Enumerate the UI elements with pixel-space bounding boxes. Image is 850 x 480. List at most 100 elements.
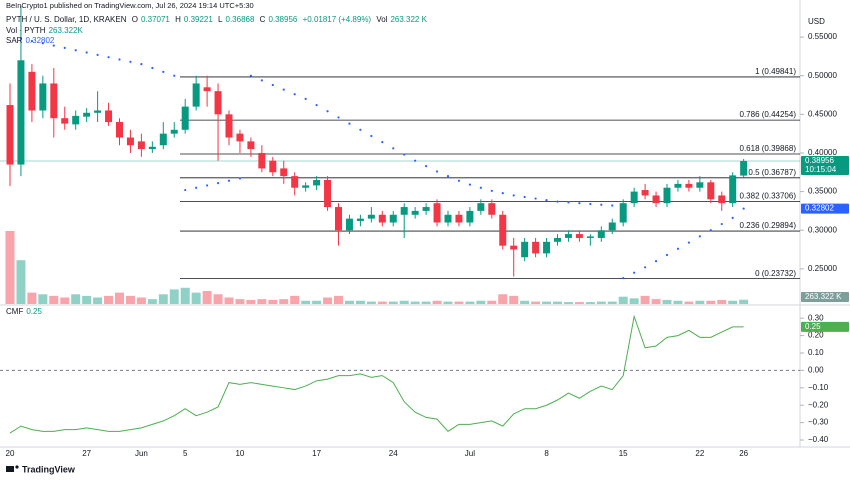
volume-bar [377, 301, 387, 304]
sar-dot [249, 74, 252, 77]
sar-dot [720, 222, 723, 226]
candle-body [674, 183, 682, 188]
sar-dot [392, 147, 395, 150]
y-tick-label: 0.45000 [808, 109, 837, 118]
volume-bar [662, 299, 672, 304]
candle-body [61, 118, 69, 124]
sar-dot [107, 56, 110, 59]
candle-body [619, 203, 627, 223]
candle-body [564, 234, 572, 238]
volume-bar [585, 302, 595, 304]
y-tick-label: 0.10 [808, 348, 824, 357]
candle-body [269, 160, 277, 173]
candle-body [400, 207, 408, 215]
fib-label: 0.786 (0.44254) [740, 110, 797, 119]
sar-dot [304, 97, 307, 100]
x-tick-label: 8 [544, 449, 549, 458]
candle-body [718, 195, 726, 204]
volume-bar [115, 292, 124, 304]
candle-body [17, 60, 25, 165]
sar-dot [446, 175, 450, 178]
low-value: 0.36868 [225, 15, 255, 24]
volume-legend: Vol · PYTH 263.322K [6, 26, 86, 35]
y-tick-label: 0.55000 [808, 32, 837, 41]
candle-body [181, 106, 189, 130]
candle-body [641, 190, 649, 196]
x-tick-label: 15 [619, 449, 628, 458]
candle-body [335, 207, 342, 231]
volume-bar [454, 301, 464, 304]
y-tick-label: 0.50000 [808, 71, 837, 80]
x-tick-label: Jun [135, 449, 148, 458]
y-tick-label: 0.30 [808, 313, 824, 322]
brand-logo [15, 465, 19, 469]
x-tick-label: Jul [465, 449, 475, 458]
candle-body [477, 203, 485, 211]
sar-dot [665, 253, 669, 257]
sar-dot [238, 177, 242, 180]
x-tick-label: 17 [312, 449, 321, 458]
volume-bar [651, 299, 661, 304]
candle-body [630, 191, 638, 204]
candle-body [608, 222, 616, 231]
candle-body [652, 195, 660, 204]
candle-body [422, 207, 430, 211]
candle-body [378, 214, 386, 223]
volume-bar [180, 287, 190, 304]
candle-body [225, 114, 233, 138]
candle-body [543, 241, 551, 254]
y-tick-label: −0.10 [808, 383, 829, 392]
candle-body [126, 137, 134, 146]
sar-dot [63, 46, 66, 49]
sar-dot [41, 42, 44, 45]
change: +0.01817 (+4.89%) [302, 15, 372, 24]
volume-bar [366, 301, 376, 304]
volume-bar [399, 300, 409, 304]
x-tick-label: 27 [82, 449, 91, 458]
countdown: 10:15:04 [805, 165, 837, 174]
volume-bar [5, 231, 15, 304]
volume-bar [618, 296, 628, 304]
ohlc-label: C [259, 15, 266, 24]
volume-bar [520, 300, 530, 304]
candle-body [72, 115, 80, 125]
fib-label: 0.618 (0.39868) [740, 144, 797, 153]
symbol-line: PYTH / U. S. Dollar, 1D, KRAKEN O 0.37071… [6, 15, 430, 24]
fib-label: 1 (0.49841) [755, 67, 796, 76]
volume-bar [191, 292, 201, 304]
volume-bar [158, 294, 168, 304]
volume-bar [629, 298, 639, 304]
price-badge: 0.38956 [805, 156, 834, 165]
y-tick-label: 0.20 [808, 331, 824, 340]
candle-body [444, 214, 452, 223]
volume-bar [213, 294, 223, 304]
sar-name: SAR [6, 36, 23, 45]
sar-dot [414, 159, 417, 162]
sar-dot [622, 277, 625, 280]
volume-bar [104, 295, 114, 304]
volume-bar [432, 300, 442, 304]
candle-body [707, 182, 715, 200]
brand-logo [6, 466, 14, 472]
volume-bar [542, 301, 552, 304]
price-badge-bg [801, 156, 849, 176]
candle-body [6, 105, 14, 165]
candle-body [94, 110, 102, 113]
candle-body [214, 91, 222, 115]
y-tick-label: 0.35000 [808, 187, 837, 196]
candle-body [28, 71, 36, 111]
candle-body [247, 141, 255, 150]
sar-dot [556, 200, 559, 203]
candle-body [324, 180, 332, 208]
sar-dot [709, 229, 712, 232]
sar-dot [534, 197, 537, 200]
volume-bar [673, 300, 683, 304]
x-tick-label: 5 [183, 449, 188, 458]
sar-dot [501, 192, 504, 195]
sar-dot [96, 53, 99, 56]
sar-legend-value: 0.32802 [25, 36, 55, 45]
sar-dot [381, 141, 384, 144]
sar-dot [687, 241, 691, 244]
x-tick-label: 20 [6, 449, 15, 458]
